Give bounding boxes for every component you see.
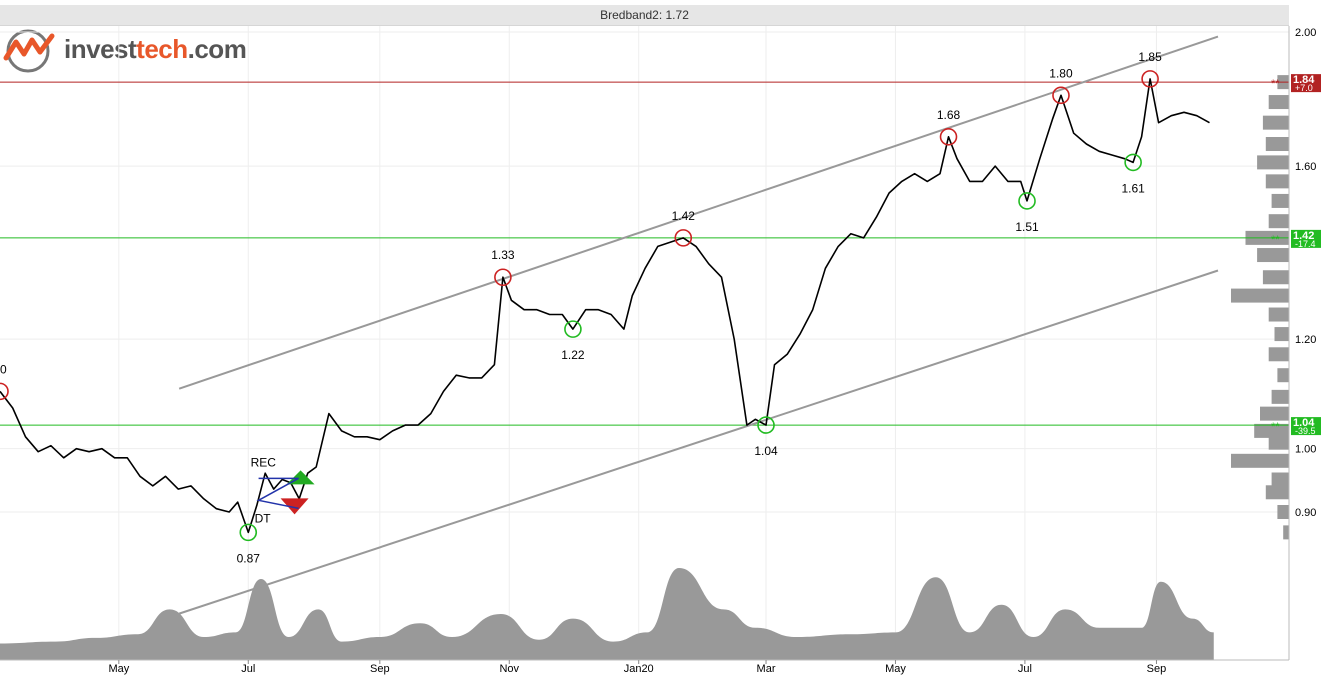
histogram-bar bbox=[1262, 270, 1289, 285]
x-tick-label: May bbox=[108, 663, 129, 675]
x-tick-label: Sep bbox=[1147, 663, 1167, 675]
pivot-label: 1.61 bbox=[1121, 181, 1145, 195]
y-tick-label: 1.20 bbox=[1295, 334, 1316, 346]
histogram-bar bbox=[1254, 423, 1289, 438]
pivot-label: 1.85 bbox=[1138, 50, 1162, 64]
chart-title: Bredband2: 1.72 bbox=[600, 8, 689, 22]
bottom-pivot-marker bbox=[757, 416, 775, 434]
histogram-bar bbox=[1271, 193, 1289, 208]
y-tick-label: 1.60 bbox=[1295, 161, 1316, 173]
histogram-bar bbox=[1283, 525, 1289, 540]
level-label-box bbox=[1291, 74, 1321, 93]
pivot-label: 1.22 bbox=[561, 348, 585, 362]
volume-area-shape bbox=[0, 568, 1214, 660]
signals: REC DT bbox=[251, 455, 315, 525]
pivot-label: 0.87 bbox=[237, 551, 261, 565]
signal-pattern-lines bbox=[256, 477, 299, 510]
chart-title-bar: Bredband2: 1.72 bbox=[0, 5, 1289, 26]
x-tick-label: Jul bbox=[1018, 663, 1032, 675]
histogram-bar bbox=[1271, 389, 1289, 404]
price-histogram bbox=[1231, 75, 1289, 540]
price-line bbox=[0, 78, 1210, 534]
top-pivot-marker bbox=[494, 268, 512, 287]
x-tick-label: Mar bbox=[757, 663, 776, 675]
level-change-label: +7.0 bbox=[1295, 83, 1313, 93]
histogram-bar bbox=[1231, 288, 1289, 303]
histogram-bar bbox=[1268, 95, 1289, 110]
histogram-bar bbox=[1277, 505, 1289, 519]
trend-channel bbox=[178, 35, 1219, 615]
support-resistance-levels: ** 1.84+7.0** 1.42-17.4** 1.04-39.5 bbox=[0, 74, 1321, 436]
pivot-label: 1.51 bbox=[1015, 220, 1039, 234]
sell-signal-arrow bbox=[280, 498, 309, 515]
investtech-logo-icon bbox=[3, 29, 55, 73]
histogram-bar bbox=[1231, 453, 1289, 468]
y-tick-label: 1.00 bbox=[1295, 444, 1316, 456]
axes: May Jul Sep Nov Jan20 Mar May Jul Sep 2.00 1.60 1.2… bbox=[0, 26, 1316, 675]
level-marker: ** bbox=[1271, 78, 1280, 90]
top-pivot-marker bbox=[674, 229, 693, 247]
investtech-logo-text: investtech.com bbox=[64, 34, 247, 65]
bottom-pivot-marker bbox=[564, 320, 582, 338]
pivot-label: 1.33 bbox=[491, 248, 515, 262]
level-value-label: 1.84 bbox=[1293, 74, 1315, 86]
x-tick-label: May bbox=[885, 663, 906, 675]
histogram-bar bbox=[1268, 435, 1289, 450]
investtech-logo[interactable]: investtech.com bbox=[0, 28, 270, 74]
level-marker: ** bbox=[1271, 421, 1280, 433]
histogram-bar bbox=[1268, 214, 1289, 229]
level-value-label: 1.42 bbox=[1293, 230, 1314, 242]
histogram-bar bbox=[1260, 406, 1289, 421]
y-tick-label: 0.90 bbox=[1295, 507, 1316, 519]
pivot-label: 1.68 bbox=[937, 108, 961, 122]
volume-area bbox=[0, 568, 1214, 660]
level-change-label: -17.4 bbox=[1295, 239, 1316, 249]
trend-channel-upper bbox=[178, 35, 1219, 390]
rec-signal-label: REC bbox=[251, 455, 277, 469]
top-pivot-marker bbox=[1052, 86, 1070, 105]
x-tick-label: Nov bbox=[499, 663, 519, 675]
logo-text-suffix: .com bbox=[187, 34, 247, 64]
histogram-bar bbox=[1271, 472, 1289, 487]
x-tick-label: Jan20 bbox=[624, 663, 654, 675]
histogram-bar bbox=[1274, 327, 1289, 342]
histogram-bar bbox=[1265, 174, 1289, 189]
histogram-bar bbox=[1268, 347, 1289, 362]
pivot-label: 1.42 bbox=[672, 209, 696, 223]
pivot-label: 1.80 bbox=[1049, 66, 1073, 80]
histogram-bar bbox=[1257, 155, 1289, 170]
chart-grid bbox=[0, 26, 1289, 660]
level-change-label: -39.5 bbox=[1295, 426, 1316, 436]
bottom-pivot-marker bbox=[1124, 153, 1142, 172]
level-label-box bbox=[1291, 229, 1321, 248]
x-tick-label: Sep bbox=[370, 663, 390, 675]
top-pivot-marker bbox=[0, 382, 9, 401]
price-line-group bbox=[0, 78, 1210, 534]
pivot-label: 1.04 bbox=[754, 444, 778, 458]
histogram-bar bbox=[1265, 137, 1289, 152]
bottom-pivot-marker bbox=[1018, 192, 1036, 210]
histogram-bar bbox=[1262, 115, 1289, 130]
level-value-label: 1.04 bbox=[1293, 417, 1315, 429]
trend-channel-lower bbox=[178, 269, 1219, 615]
x-tick-label: Jul bbox=[241, 663, 255, 675]
logo-text-accent: tech bbox=[136, 34, 188, 64]
level-marker: ** bbox=[1271, 234, 1280, 246]
pivot-label: 10 bbox=[0, 362, 7, 376]
bottom-pivot-marker bbox=[239, 523, 258, 542]
histogram-bar bbox=[1257, 248, 1289, 263]
pivot-points: 10 0.87 1.33 1.22 1.42 1.04 1.68 1.51 1.80 1.61 1.… bbox=[0, 50, 1162, 565]
top-pivot-marker bbox=[1141, 70, 1159, 88]
histogram-bar bbox=[1277, 368, 1289, 383]
top-pivot-marker bbox=[939, 128, 958, 146]
level-label-box bbox=[1291, 417, 1321, 436]
histogram-bar bbox=[1268, 307, 1289, 322]
histogram-bar bbox=[1265, 485, 1289, 500]
y-tick-label: 2.00 bbox=[1295, 27, 1316, 39]
dt-signal-label: DT bbox=[255, 511, 272, 525]
logo-text-main: invest bbox=[64, 34, 137, 64]
